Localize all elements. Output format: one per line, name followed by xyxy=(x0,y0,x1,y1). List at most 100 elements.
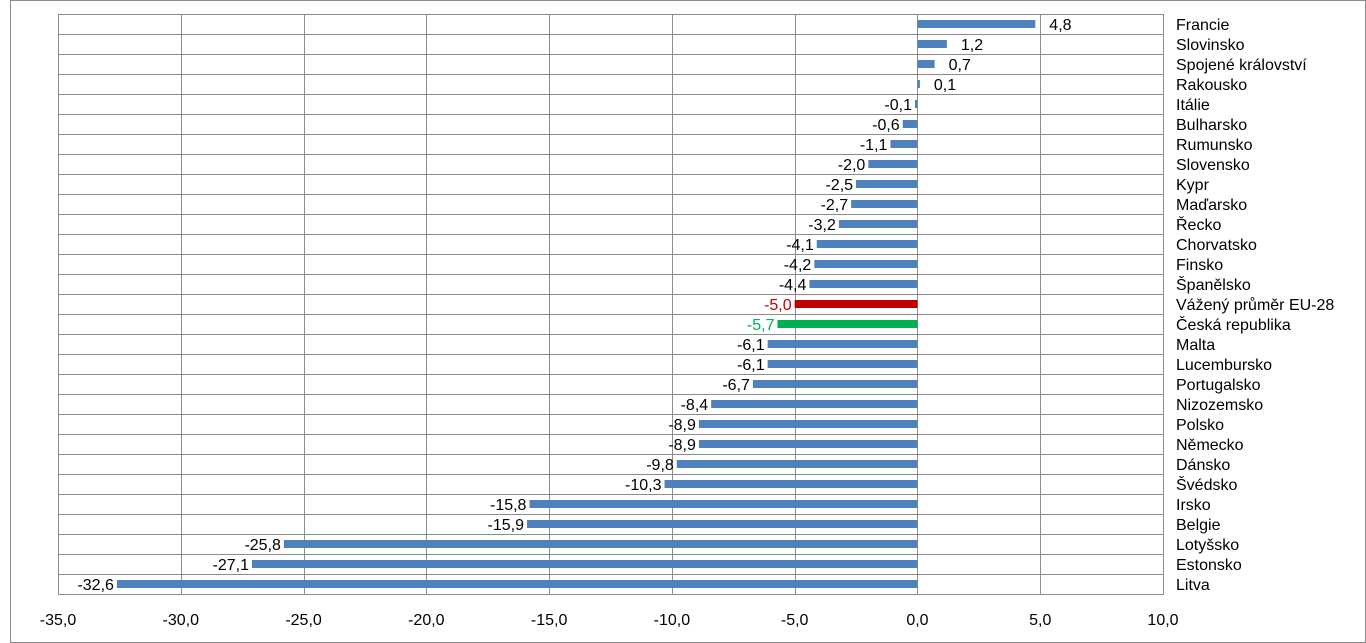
category-label: Malta xyxy=(1176,337,1215,354)
data-label: -15,9 xyxy=(488,517,525,534)
x-tick-label: -10,0 xyxy=(654,612,691,629)
data-label: -5,0 xyxy=(764,297,792,314)
x-axis-tick-labels: -35,0 -30,0 -25,0 -20,0 -15,0 -10,0 -5,0 0,0 5,0… xyxy=(40,612,1179,629)
bar xyxy=(251,560,918,568)
category-label: Řecko xyxy=(1176,215,1221,234)
category-label: Itálie xyxy=(1176,97,1210,114)
data-label: -8,9 xyxy=(668,417,696,434)
bar xyxy=(814,260,918,268)
bar xyxy=(664,480,918,488)
data-label: -32,6 xyxy=(77,577,114,594)
bar xyxy=(676,460,918,468)
bar xyxy=(283,540,918,548)
data-label: -10,3 xyxy=(625,477,662,494)
category-label: Portugalsko xyxy=(1176,377,1261,394)
data-label: -8,4 xyxy=(681,397,709,414)
category-label: Nizozemsko xyxy=(1176,397,1263,414)
data-label: -6,1 xyxy=(737,357,765,374)
data-label: -2,0 xyxy=(838,157,866,174)
data-label: -4,4 xyxy=(779,277,807,294)
category-label: Dánsko xyxy=(1176,457,1230,474)
bar xyxy=(902,120,918,128)
bar xyxy=(917,60,935,68)
category-label: Slovensko xyxy=(1176,157,1250,174)
bar xyxy=(809,280,918,288)
bar xyxy=(116,580,918,588)
bar xyxy=(777,320,918,328)
x-tick-label: -30,0 xyxy=(163,612,200,629)
category-label: Švédsko xyxy=(1176,475,1237,494)
bar xyxy=(816,240,918,248)
category-label: Česká republika xyxy=(1176,315,1291,334)
category-label: Polsko xyxy=(1176,417,1224,434)
bar xyxy=(917,20,1036,28)
category-label: Spojené království xyxy=(1176,57,1307,74)
bar xyxy=(698,440,918,448)
category-label: Maďarsko xyxy=(1176,197,1247,214)
data-label: -1,1 xyxy=(860,137,888,154)
data-label: -2,5 xyxy=(825,177,853,194)
data-label: 0,7 xyxy=(949,57,971,74)
data-label: -9,8 xyxy=(646,457,674,474)
category-label: Španělsko xyxy=(1176,275,1251,294)
category-labels: Francie Slovinsko Spojené království Rakous… xyxy=(1176,17,1334,594)
data-label: -8,9 xyxy=(668,437,696,454)
plot-area-border xyxy=(58,14,1164,595)
data-label: -2,7 xyxy=(821,197,849,214)
data-label: 1,2 xyxy=(961,37,983,54)
category-label: Francie xyxy=(1176,17,1229,34)
data-label: 0,1 xyxy=(934,77,956,94)
category-label: Rumunsko xyxy=(1176,137,1253,154)
data-label: -6,7 xyxy=(722,377,750,394)
category-label: Bulharsko xyxy=(1176,117,1247,134)
x-tick-label: -25,0 xyxy=(285,612,322,629)
category-label: Estonsko xyxy=(1176,557,1242,574)
data-label: -3,2 xyxy=(808,217,836,234)
data-label: -25,8 xyxy=(244,537,281,554)
category-label: Chorvatsko xyxy=(1176,237,1257,254)
category-label: Slovinsko xyxy=(1176,37,1245,54)
bar xyxy=(851,200,918,208)
bar xyxy=(794,300,918,308)
data-label: -27,1 xyxy=(213,557,250,574)
bar xyxy=(752,380,918,388)
gridlines xyxy=(58,14,1163,594)
x-tick-label: 10,0 xyxy=(1147,612,1178,629)
data-label: -15,8 xyxy=(490,497,527,514)
data-label: -0,1 xyxy=(884,97,912,114)
data-label: -5,7 xyxy=(747,317,775,334)
bar xyxy=(890,140,918,148)
bars xyxy=(116,20,1036,588)
bar xyxy=(917,40,947,48)
bar xyxy=(711,400,918,408)
data-label: 4,8 xyxy=(1049,17,1071,34)
category-label: Vážený průměr EU-28 xyxy=(1176,296,1334,314)
bar xyxy=(767,340,918,348)
x-tick-label: -15,0 xyxy=(531,612,568,629)
bar xyxy=(838,220,918,228)
bar xyxy=(698,420,918,428)
x-tick-label: 0,0 xyxy=(906,612,928,629)
x-tick-label: -5,0 xyxy=(781,612,809,629)
category-label: Irsko xyxy=(1176,497,1211,514)
data-label: -4,1 xyxy=(786,237,814,254)
category-label: Lucembursko xyxy=(1176,357,1272,374)
value-labels: 4,8 1,2 0,7 0,1 -0,1 -0,6 -1,1 -2,0 -2,5 -2,7 -3,2… xyxy=(77,17,1071,594)
bar xyxy=(868,160,918,168)
category-label: Finsko xyxy=(1176,257,1223,274)
bar xyxy=(914,100,918,108)
bar xyxy=(529,500,918,508)
category-label: Rakousko xyxy=(1176,77,1247,94)
x-tick-label: -35,0 xyxy=(40,612,77,629)
data-label: -4,2 xyxy=(784,257,812,274)
bar xyxy=(917,80,920,88)
bar xyxy=(527,520,918,528)
category-label: Belgie xyxy=(1176,517,1221,534)
bar xyxy=(856,180,918,188)
bar xyxy=(767,360,918,368)
x-tick-label: -20,0 xyxy=(408,612,445,629)
category-label: Litva xyxy=(1176,577,1210,594)
data-label: -6,1 xyxy=(737,337,765,354)
